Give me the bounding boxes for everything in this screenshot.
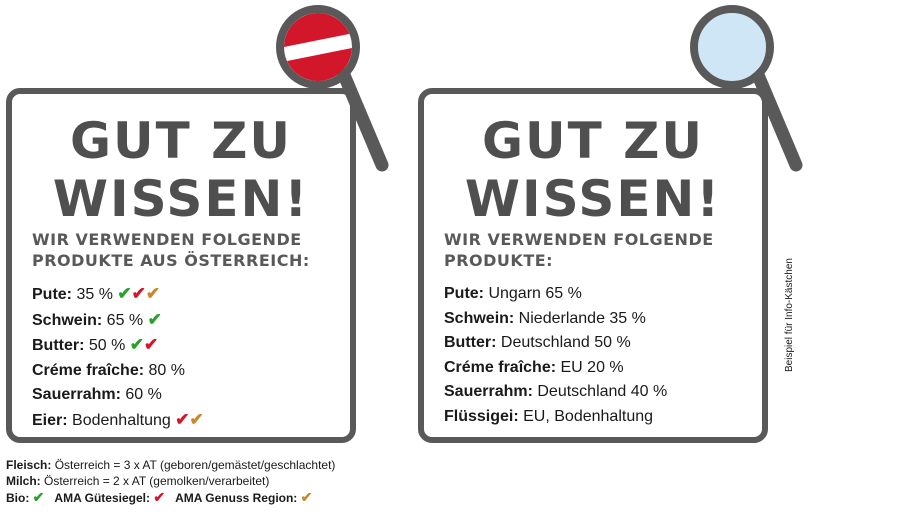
product-list: Pute: Ungarn 65 % Schwein: Niederlande 3… xyxy=(444,282,667,429)
list-item: Schwein: 65 % ✔ xyxy=(32,308,204,334)
product-label: Schwein: xyxy=(444,309,515,327)
product-value: Deutschland 50 % xyxy=(496,334,631,351)
product-list: Pute: 35 % ✔✔✔ Schwein: 65 % ✔ Butter: 50 … xyxy=(32,282,204,433)
list-item: Pute: 35 % ✔✔✔ xyxy=(32,282,204,308)
product-label: Butter: xyxy=(444,334,497,351)
product-value: Bodenhaltung xyxy=(67,411,176,429)
checkmark-green-icon: ✔ xyxy=(117,284,132,303)
product-label: Pute: xyxy=(444,285,484,302)
magnifier-icon xyxy=(690,5,803,172)
list-item: Schwein: Niederlande 35 % xyxy=(444,307,667,332)
list-item: Sauerrahm: 60 % xyxy=(32,383,204,408)
legend-label: AMA Genuss Region: xyxy=(175,491,301,505)
side-note: Beispiel für Info-Kästchen xyxy=(784,258,795,372)
box-title: GUT ZU WISSEN! xyxy=(464,112,722,228)
legend-label: Bio: xyxy=(6,491,33,505)
list-item: Eier: Bodenhaltung ✔✔ xyxy=(32,408,204,434)
product-value: 80 % xyxy=(144,361,185,379)
product-value: Ungarn 65 % xyxy=(484,285,582,302)
list-item: Sauerrahm: Deutschland 40 % xyxy=(444,380,667,405)
checkmark-red-icon: ✔ xyxy=(144,335,159,354)
checkmark-green-icon: ✔ xyxy=(129,335,145,354)
info-box-foreign: GUT ZU WISSEN! WIR VERWENDEN FOLGENDE PR… xyxy=(418,88,768,443)
box-title: GUT ZU WISSEN! xyxy=(52,112,310,228)
product-label: Eier: xyxy=(32,411,68,429)
footnote-fleisch: Fleisch: Österreich = 3 x AT (geboren/ge… xyxy=(6,458,336,472)
product-value: 65 % xyxy=(102,311,148,329)
product-value: Niederlande 35 % xyxy=(514,309,646,327)
product-label: Butter: xyxy=(32,337,85,354)
list-item: Butter: 50 % ✔✔ xyxy=(32,333,204,359)
checkmark-green-icon: ✔ xyxy=(147,309,162,329)
checkmark-gold-icon: ✔ xyxy=(145,284,161,303)
product-value: 50 % xyxy=(84,337,130,354)
product-value: EU, Bodenhaltung xyxy=(518,407,654,425)
footnote-milch: Milch: Österreich = 2 x AT (gemolken/ver… xyxy=(6,474,270,488)
product-label: Sauerrahm: xyxy=(444,383,533,400)
product-value: 35 % xyxy=(72,286,118,303)
checkmark-green-icon: ✔ xyxy=(32,489,45,505)
box-subtitle: WIR VERWENDEN FOLGENDE PRODUKTE: xyxy=(444,230,714,270)
product-label: Schwein: xyxy=(32,311,103,329)
magnifier-austria-flag-icon xyxy=(276,5,389,172)
list-item: Flüssigei: EU, Bodenhaltung xyxy=(444,405,667,430)
list-item: Créme fraîche: EU 20 % xyxy=(444,356,667,381)
product-label: Créme fraîche: xyxy=(444,358,557,376)
list-item: Créme fraîche: 80 % xyxy=(32,359,204,384)
info-box-austria: GUT ZU WISSEN! WIR VERWENDEN FOLGENDE PR… xyxy=(6,88,356,443)
list-item: Butter: Deutschland 50 % xyxy=(444,331,667,356)
product-value: EU 20 % xyxy=(556,358,624,376)
checkmark-red-icon: ✔ xyxy=(175,409,190,429)
product-value: Deutschland 40 % xyxy=(532,383,668,400)
product-label: Sauerrahm: xyxy=(32,386,121,403)
product-label: Flüssigei: xyxy=(444,407,519,425)
legend-label: AMA Gütesiegel: xyxy=(54,491,154,505)
product-value: 60 % xyxy=(120,386,162,403)
checkmark-red-icon: ✔ xyxy=(153,489,166,505)
check-legend: Bio: ✔ AMA Gütesiegel: ✔ AMA Genuss Regi… xyxy=(6,490,322,506)
checkmark-gold-icon: ✔ xyxy=(300,489,313,505)
product-label: Pute: xyxy=(32,286,72,303)
box-subtitle: WIR VERWENDEN FOLGENDE PRODUKTE AUS ÖSTE… xyxy=(32,230,310,270)
product-label: Créme fraîche: xyxy=(32,361,145,379)
checkmark-red-icon: ✔ xyxy=(131,284,146,303)
list-item: Pute: Ungarn 65 % xyxy=(444,282,667,307)
checkmark-gold-icon: ✔ xyxy=(189,409,204,429)
